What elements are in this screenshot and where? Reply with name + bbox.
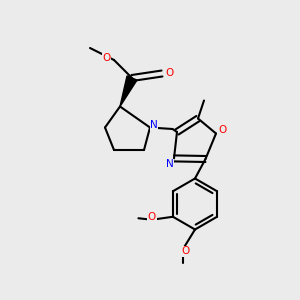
Text: O: O: [165, 68, 174, 79]
Text: O: O: [218, 125, 227, 136]
Text: O: O: [102, 53, 111, 64]
Text: O: O: [148, 212, 156, 222]
Text: N: N: [166, 159, 173, 170]
Text: O: O: [182, 246, 190, 256]
Polygon shape: [120, 76, 137, 106]
Text: N: N: [150, 120, 158, 130]
